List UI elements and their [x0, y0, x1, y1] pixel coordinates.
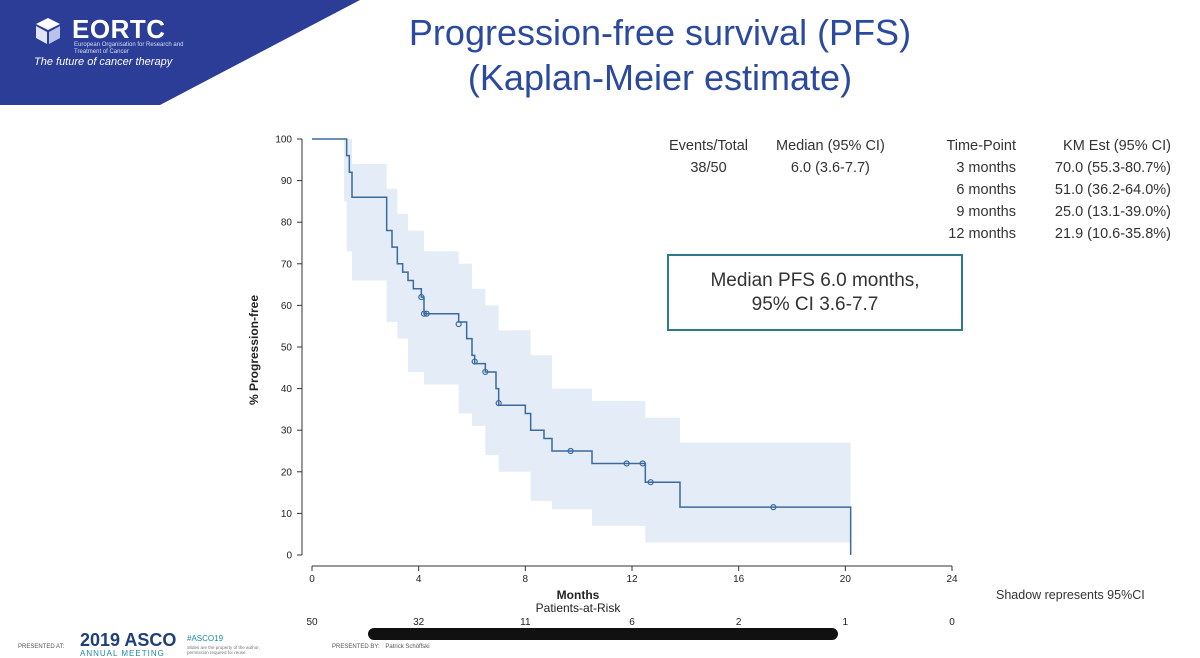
x-tick-label: 0: [309, 574, 315, 585]
presented-by-text: PRESENTED BY:: [332, 644, 380, 650]
video-scrubber-bar[interactable]: [368, 628, 838, 640]
y-axis-label: % Progression-free: [247, 295, 261, 405]
x-tick-label: 16: [733, 574, 745, 585]
events-header: Events/Total: [669, 138, 748, 154]
x-tick-label: 4: [416, 574, 422, 585]
y-tick-label: 80: [281, 218, 293, 229]
censor-mark: [623, 460, 630, 467]
asco-logo-text: 2019 ASCO: [80, 630, 177, 650]
risk-count: 32: [413, 617, 425, 628]
censor-mark: [647, 479, 654, 486]
y-tick-label: 70: [281, 259, 293, 270]
km-row: 70.0 (55.3-80.7%): [1054, 160, 1171, 176]
median-box-line-1: Median PFS 6.0 months,: [710, 270, 920, 291]
median-header: Median (95% CI): [776, 138, 885, 154]
censor-mark: [482, 368, 489, 376]
risk-count: 0: [949, 617, 955, 628]
km-row: 21.9 (10.6-35.8%): [1054, 226, 1171, 242]
asco-hashtag: #ASCO19: [187, 634, 224, 643]
x-tick-label: 12: [626, 574, 638, 585]
presented-by-label: PRESENTED BY: Patrick Schöffski: [332, 644, 430, 650]
censor-mark: [418, 293, 425, 301]
timepoint-row: 3 months: [956, 160, 1016, 176]
events-column: Events/Total 38/50: [669, 135, 748, 179]
x-tick-label: 20: [840, 574, 852, 585]
slide-property-note: Slides are the property of the author, p…: [187, 645, 260, 655]
timepoint-header: Time-Point: [946, 138, 1016, 154]
censor-mark: [495, 400, 502, 407]
km-row: 25.0 (13.1-39.0%): [1054, 204, 1171, 220]
y-tick-label: 30: [281, 426, 293, 437]
eortc-logo-icon: [36, 18, 60, 44]
timepoint-row: 6 months: [956, 182, 1016, 198]
eortc-logo-subtitle: European Organisation for Research and T…: [74, 42, 184, 55]
y-tick-label: 60: [281, 301, 293, 312]
km-survival-line: [312, 138, 852, 555]
x-axis-label: Months: [557, 588, 600, 602]
timepoint-row: 12 months: [948, 226, 1016, 242]
km-estimate-column: KM Est (95% CI) 70.0 (55.3-80.7%) 51.0 (…: [1026, 135, 1171, 245]
patients-at-risk-label: Patients-at-Risk: [536, 601, 622, 615]
y-tick-label: 50: [281, 343, 293, 354]
y-tick-label: 0: [286, 551, 292, 562]
median-value: 6.0 (3.6-7.7): [790, 160, 870, 176]
presented-at-label: PRESENTED AT:: [18, 644, 65, 650]
timepoint-column: Time-Point 3 months 6 months 9 months 12…: [924, 135, 1016, 245]
shadow-note: Shadow represents 95%CI: [996, 588, 1145, 602]
y-tick-label: 10: [281, 509, 293, 520]
censor-mark: [455, 321, 462, 328]
median-column: Median (95% CI) 6.0 (3.6-7.7): [776, 135, 885, 179]
x-tick-label: 8: [523, 574, 529, 585]
title-line-2: (Kaplan-Meier estimate): [467, 57, 853, 98]
y-tick-label: 40: [281, 384, 293, 395]
censor-mark: [420, 310, 428, 317]
slide-title: Progression-free survival (PFS) (Kaplan-…: [330, 10, 990, 100]
eortc-logo-text: EORTC: [72, 14, 166, 44]
eortc-banner: [0, 0, 360, 105]
risk-count: 6: [629, 617, 635, 628]
censor-mark: [639, 460, 646, 467]
eortc-tagline: The future of cancer therapy: [34, 56, 173, 68]
median-pfs-box: Median PFS 6.0 months, 95% CI 3.6-7.7: [667, 254, 963, 331]
presenter-name: Patrick Schöffski: [385, 644, 430, 650]
km-row: 51.0 (36.2-64.0%): [1054, 182, 1171, 198]
risk-count: 2: [736, 617, 742, 628]
censor-mark: [567, 447, 574, 455]
events-value: 38/50: [690, 160, 727, 176]
risk-count: 1: [843, 617, 849, 628]
median-box-line-2: 95% CI 3.6-7.7: [751, 294, 879, 315]
risk-count: 11: [520, 617, 531, 628]
asco-annual-meeting: ANNUAL MEETING: [80, 649, 165, 658]
censor-mark: [770, 504, 777, 511]
title-line-1: Progression-free survival (PFS): [408, 12, 912, 53]
y-tick-label: 100: [275, 135, 292, 146]
y-tick-label: 90: [281, 176, 293, 187]
y-tick-label: 20: [281, 467, 293, 478]
timepoint-row: 9 months: [956, 204, 1016, 220]
ci-band: [312, 139, 851, 543]
risk-count: 50: [306, 617, 318, 628]
censor-mark: [423, 310, 430, 317]
censor-mark: [471, 358, 478, 365]
km-header: KM Est (95% CI): [1063, 138, 1171, 154]
x-tick-label: 24: [946, 574, 958, 585]
